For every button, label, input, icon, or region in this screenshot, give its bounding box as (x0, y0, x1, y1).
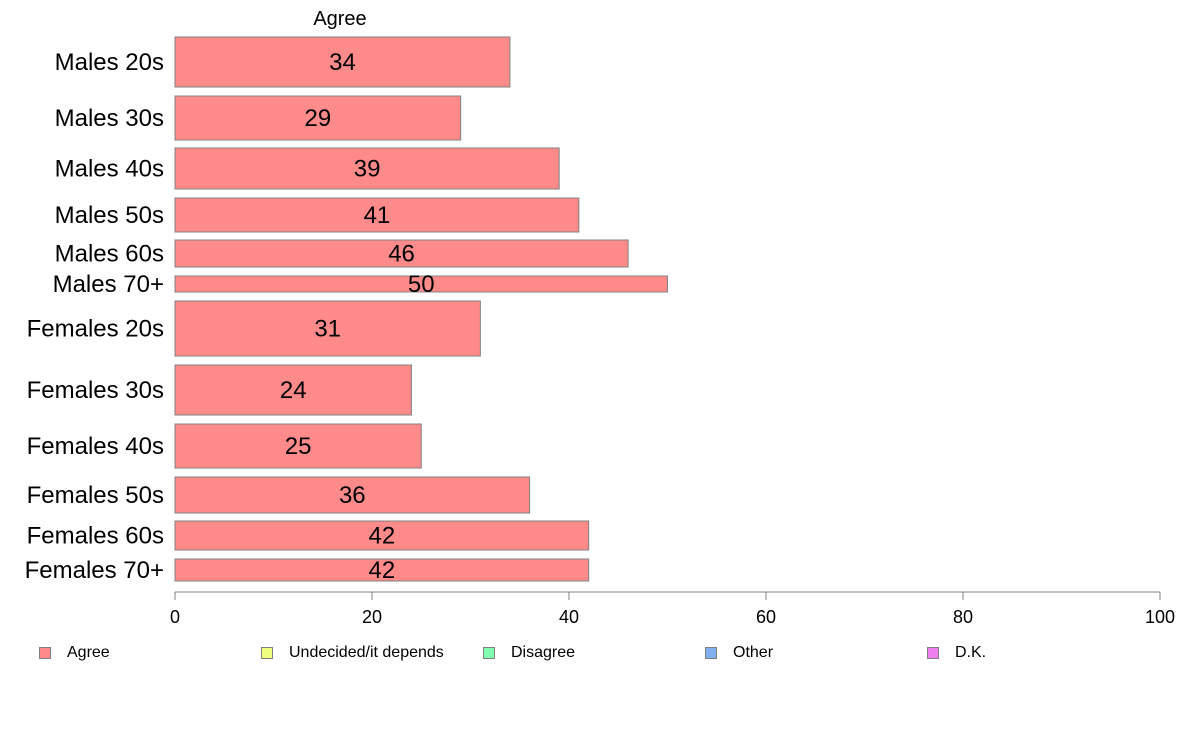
bar (174, 364, 412, 416)
legend-label: D.K. (955, 644, 987, 661)
legend-label: Undecided/it depends (289, 644, 444, 661)
bars-group: Males 20s 34 Males 30s 29 Males 40s 39 Males 5… (25, 36, 668, 584)
bar (174, 520, 590, 551)
value-label: 42 (368, 557, 395, 584)
bar (174, 476, 531, 514)
bar (174, 239, 629, 268)
x-tick-label: 80 (953, 607, 973, 627)
legend-item: D.K. (927, 644, 986, 662)
series-title: Agree (313, 8, 366, 30)
value-label: 25 (285, 433, 312, 460)
value-label: 42 (368, 523, 395, 550)
category-label: Females 20s (27, 316, 164, 343)
value-label: 36 (339, 482, 366, 509)
legend-item: Other (705, 644, 773, 662)
legend-swatch (483, 647, 495, 659)
category-label: Males 60s (55, 241, 164, 268)
category-label: Males 50s (55, 202, 164, 229)
bar (174, 197, 580, 233)
category-label: Females 70+ (25, 557, 164, 584)
legend: Agree Undecided/it depends Disagree Other D.… (0, 644, 1188, 668)
value-label: 39 (354, 156, 381, 183)
bar (174, 95, 462, 141)
category-label: Females 50s (27, 482, 164, 509)
value-label: 41 (364, 202, 391, 229)
value-label: 50 (408, 271, 435, 298)
legend-swatch (261, 647, 273, 659)
category-label: Males 40s (55, 156, 164, 183)
category-label: Males 20s (55, 49, 164, 76)
legend-item: Disagree (483, 644, 575, 662)
x-axis: 0 20 40 60 80 100 (170, 591, 1175, 627)
bar (174, 36, 511, 88)
value-label: 46 (388, 241, 415, 268)
category-label: Females 60s (27, 523, 164, 550)
legend-label: Agree (67, 644, 110, 661)
legend-label: Other (733, 644, 774, 661)
bar (174, 275, 668, 293)
x-tick-label: 100 (1145, 607, 1175, 627)
category-label: Males 30s (55, 105, 164, 132)
x-tick-label: 20 (362, 607, 382, 627)
x-tick-label: 60 (756, 607, 776, 627)
category-label: Females 30s (27, 377, 164, 404)
legend-swatch (705, 647, 717, 659)
legend-item: Agree (39, 644, 110, 662)
legend-item: Undecided/it depends (261, 644, 444, 662)
x-tick-label: 0 (170, 607, 180, 627)
category-label: Males 70+ (53, 271, 164, 298)
x-tick-label: 40 (559, 607, 579, 627)
value-label: 24 (280, 377, 307, 404)
value-label: 31 (314, 316, 341, 343)
bar (174, 423, 422, 469)
legend-label: Disagree (511, 644, 576, 661)
legend-swatch (927, 647, 939, 659)
bar (174, 558, 590, 582)
legend-swatch (39, 647, 51, 659)
bar (174, 147, 560, 190)
bar (174, 300, 481, 357)
value-label: 29 (304, 105, 331, 132)
category-label: Females 40s (27, 433, 164, 460)
value-label: 34 (329, 49, 356, 76)
